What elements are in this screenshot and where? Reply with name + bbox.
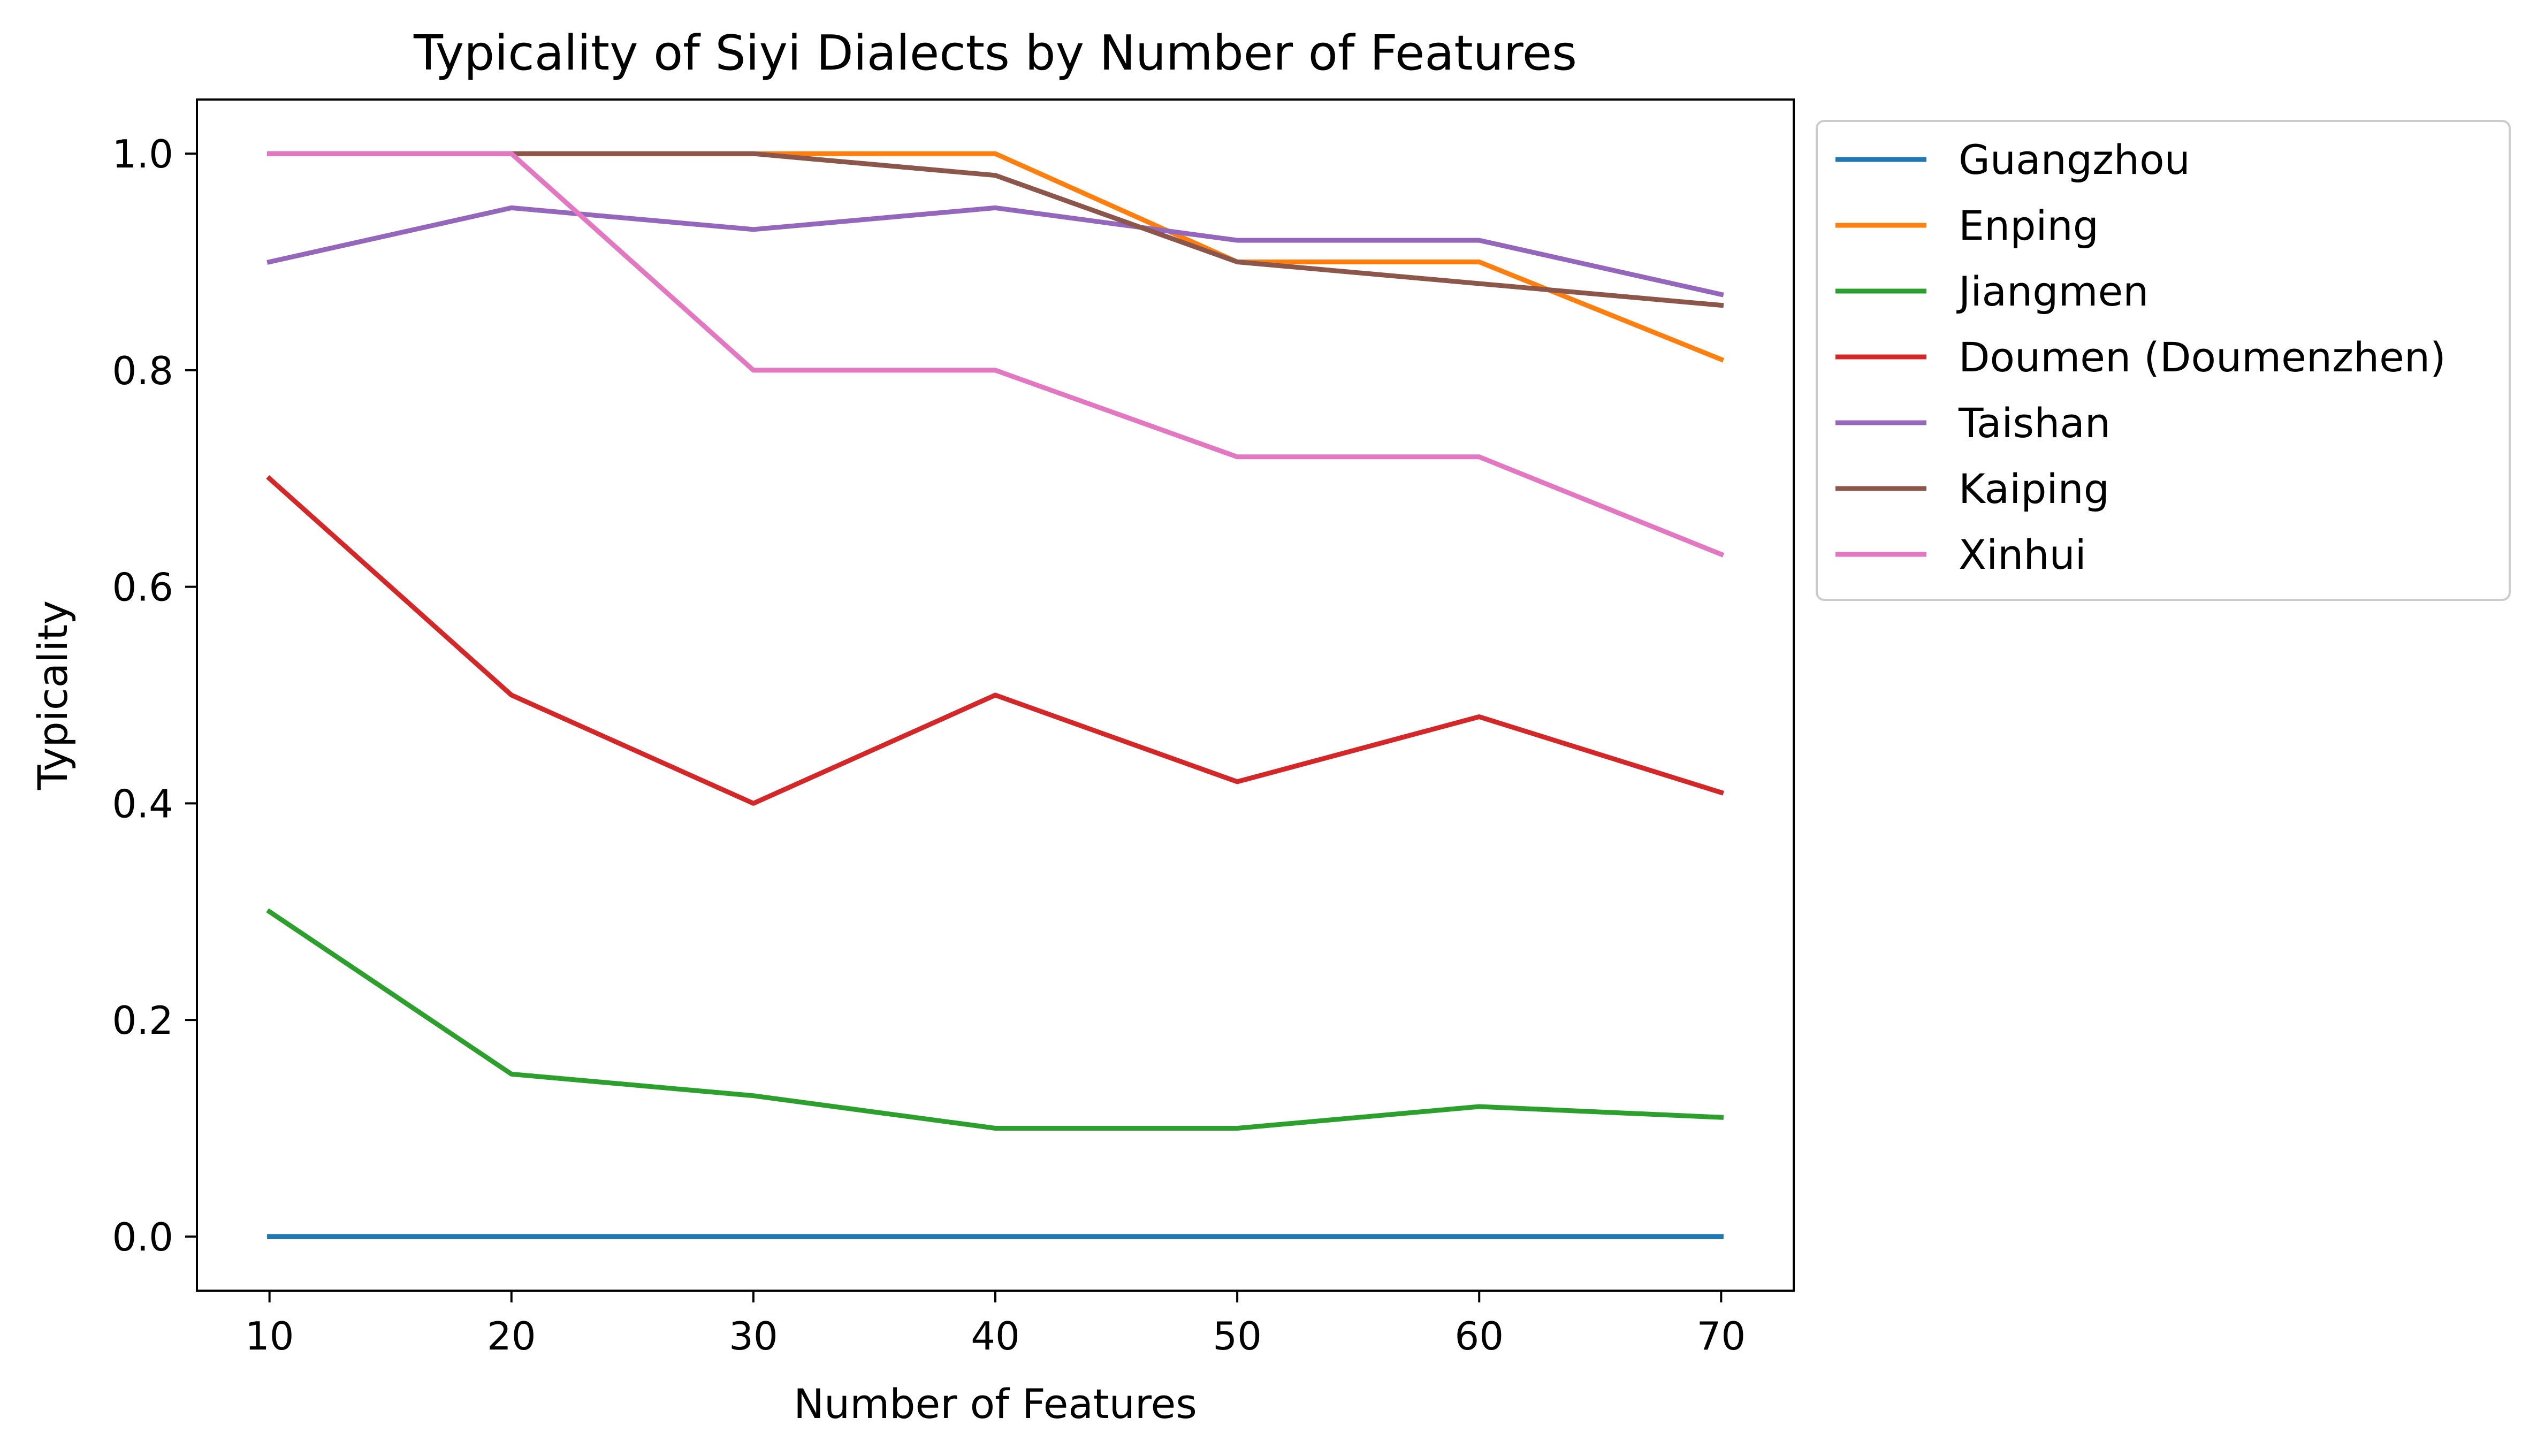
x-axis-ticks: 10 20 30 40 50 60 70	[245, 1291, 1746, 1359]
x-axis-label: Number of Features	[794, 1380, 1197, 1428]
legend: Guangzhou Enping Jiangmen Doumen (Doumenzhe…	[1816, 120, 2511, 601]
series-line-6	[267, 151, 1725, 558]
x-tick-label: 60	[1454, 1314, 1504, 1359]
y-tick-label: 0.4	[112, 781, 173, 826]
y-tick-label: 0.6	[112, 565, 173, 610]
series-layer	[266, 151, 1725, 1239]
legend-label-6: Xinhui	[1959, 531, 2086, 578]
x-tick-label: 30	[729, 1314, 778, 1359]
series-line-3	[266, 475, 1725, 806]
y-tick-label: 0.2	[112, 998, 173, 1043]
y-tick-label: 0.0	[112, 1215, 173, 1260]
chart-title: Typicality of Siyi Dialects by Number of…	[413, 25, 1577, 81]
y-axis-ticks: 0.0 0.2 0.4 0.6 0.8 1.0	[112, 132, 197, 1260]
legend-label-5: Kaiping	[1959, 465, 2109, 513]
legend-label-1: Enping	[1959, 202, 2099, 249]
legend-label-0: Guangzhou	[1959, 136, 2190, 184]
legend-label-3: Doumen (Doumenzhen)	[1959, 333, 2446, 381]
x-tick-label: 50	[1213, 1314, 1262, 1359]
y-tick-label: 0.8	[112, 348, 173, 393]
legend-label-4: Taishan	[1958, 399, 2111, 447]
y-tick-label: 1.0	[112, 132, 173, 177]
x-tick-label: 10	[245, 1314, 294, 1359]
x-tick-label: 20	[487, 1314, 536, 1359]
legend-frame	[1816, 120, 2511, 601]
x-tick-label: 70	[1697, 1314, 1746, 1359]
series-line-2	[266, 908, 1724, 1131]
x-tick-label: 40	[971, 1314, 1020, 1359]
legend-label-2: Jiangmen	[1956, 268, 2149, 315]
series-line-4	[266, 205, 1724, 298]
y-axis-label: Typicality	[29, 600, 77, 790]
